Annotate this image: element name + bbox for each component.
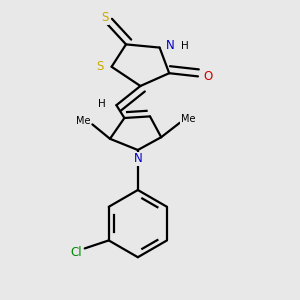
Text: H: H — [182, 41, 189, 51]
Text: H: H — [98, 99, 106, 109]
Text: S: S — [101, 11, 109, 24]
Text: Me: Me — [181, 114, 195, 124]
Text: Cl: Cl — [70, 246, 82, 259]
Text: N: N — [166, 38, 175, 52]
Text: O: O — [203, 70, 212, 83]
Text: Me: Me — [76, 116, 91, 126]
Text: N: N — [134, 152, 142, 166]
Text: S: S — [97, 60, 104, 73]
